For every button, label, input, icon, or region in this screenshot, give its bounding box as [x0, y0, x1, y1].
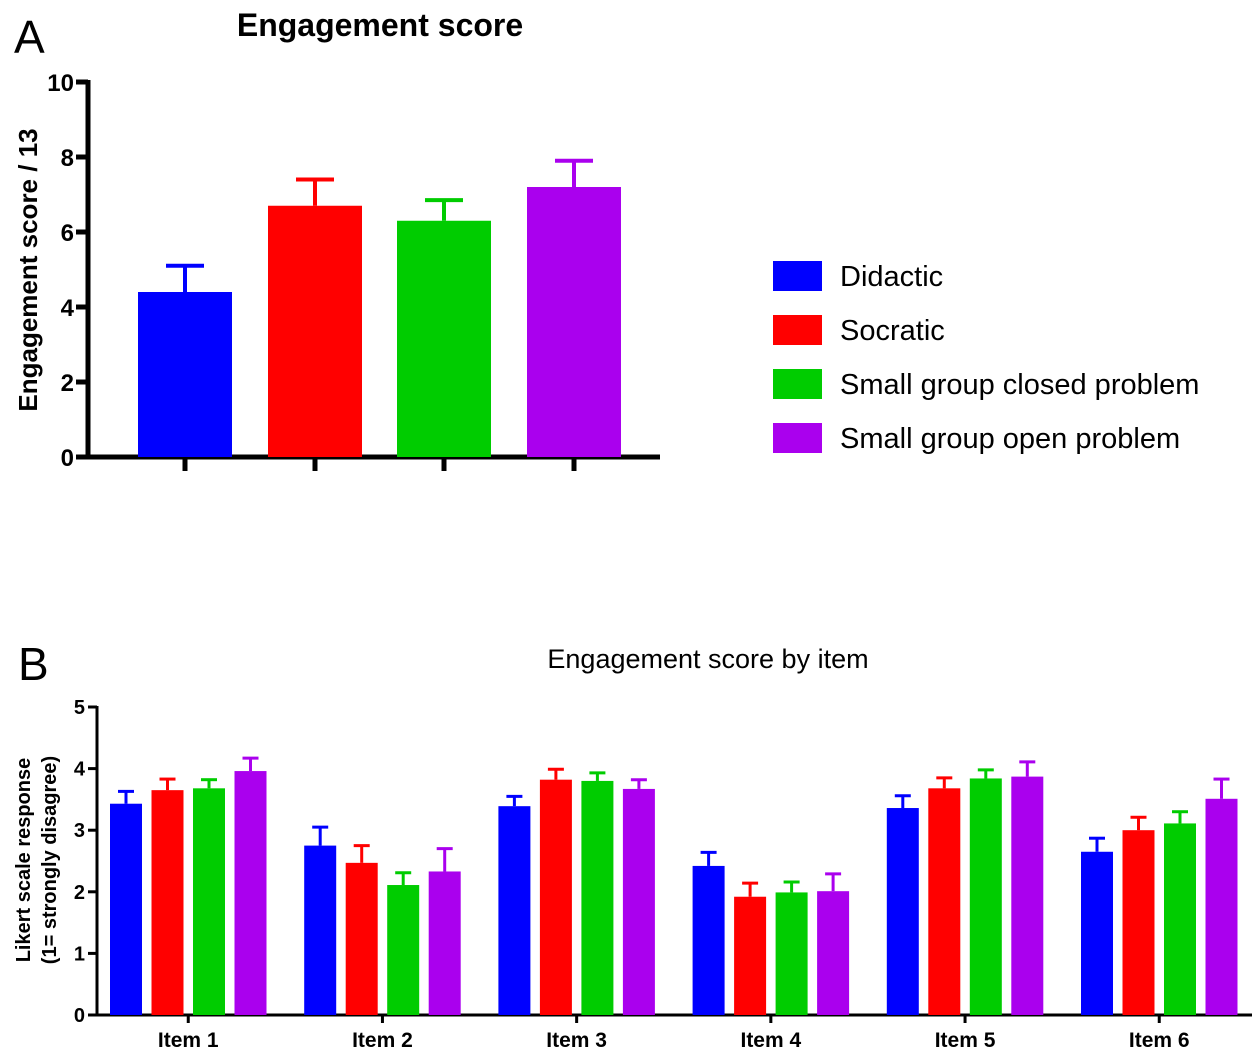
chart-b-bar-group	[234, 756, 267, 1015]
chart-a-bars	[138, 158, 621, 471]
chart-b-bar-group	[886, 794, 919, 1015]
legend-swatch-didactic	[773, 261, 822, 291]
chart-b-bar-group	[498, 794, 531, 1015]
chart-b-y-label-line2: (1= strongly disagree)	[39, 756, 61, 964]
chart-a-y-ticks: 0 2 4 6 8 10	[47, 70, 88, 472]
chart-b-y-tick-label: 0	[74, 1005, 85, 1027]
chart-b-bar-group	[1011, 760, 1044, 1015]
chart-b-y-tick-label: 3	[74, 820, 85, 842]
chart-b-bar-socratic-item-3	[539, 779, 572, 1015]
chart-b-bar-group	[304, 825, 337, 1015]
legend: Didactic Socratic Small group closed pro…	[773, 261, 1199, 455]
legend-swatch-socratic	[773, 315, 822, 345]
chart-b-bar-didactic-item-3	[498, 806, 531, 1015]
chart-b-bar-group	[581, 771, 614, 1015]
legend-swatch-small-group-open	[773, 423, 822, 453]
chart-b-y-ticks: 0 1 2 3 4 5	[74, 697, 97, 1027]
chart-a-bar-group-socratic	[268, 177, 362, 471]
chart-b-x-tick-label: Item 1	[158, 1029, 219, 1051]
chart-a-y-tick-label: 0	[61, 445, 74, 472]
chart-b-bar-group	[1122, 815, 1155, 1015]
chart-b-bar-small-group-open-problem-item-5	[1011, 776, 1044, 1015]
chart-a-title: Engagement score	[237, 7, 523, 43]
chart-a-bar-small-group-closed-problem	[397, 220, 491, 457]
chart-b-bar-small-group-closed-problem-item-5	[969, 778, 1002, 1015]
chart-b-y-tick-label: 4	[74, 759, 86, 781]
chart-b-bar-group	[151, 777, 184, 1015]
chart-b-bar-small-group-closed-problem-item-6	[1164, 823, 1196, 1015]
chart-b-bar-group	[110, 789, 142, 1015]
chart-b-bar-socratic-item-5	[928, 788, 961, 1015]
legend-label-small-group-open: Small group open problem	[840, 423, 1180, 455]
chart-b-bar-group	[622, 778, 655, 1015]
chart-a-y-tick-label: 8	[61, 145, 74, 172]
chart-b-bar-group	[1081, 836, 1113, 1015]
legend-swatch-small-group-closed	[773, 369, 822, 399]
chart-b-bar-group	[734, 881, 767, 1015]
chart-b-y-label-line1: Likert scale response	[13, 758, 35, 963]
chart-b-bar-group	[387, 871, 420, 1015]
chart-b-bar-small-group-open-problem-item-2	[428, 871, 461, 1015]
legend-label-small-group-closed: Small group closed problem	[840, 369, 1199, 401]
chart-b-bar-didactic-item-6	[1081, 851, 1113, 1015]
chart-b-bar-socratic-item-2	[345, 862, 378, 1015]
chart-b-title: Engagement score by item	[547, 644, 868, 674]
panel-b-letter: B	[18, 638, 49, 690]
chart-b-bars	[110, 756, 1238, 1015]
chart-b-bar-socratic-item-6	[1122, 830, 1155, 1015]
chart-b-bar-group	[817, 872, 850, 1015]
chart-b-x-tick-label: Item 3	[546, 1029, 607, 1051]
chart-a-y-tick-label: 6	[61, 220, 74, 247]
chart-b-bar-small-group-open-problem-item-1	[234, 771, 267, 1015]
chart-a-bar-socratic	[268, 205, 362, 457]
chart-b-x-tick-label: Item 4	[740, 1029, 801, 1051]
chart-a-bar-group-small-group-open-problem	[527, 158, 621, 471]
legend-label-didactic: Didactic	[840, 261, 943, 293]
chart-b-bar-didactic-item-5	[886, 808, 919, 1015]
panel-b: B Engagement score by item Likert scale …	[13, 638, 1252, 1051]
chart-a-bar-group-small-group-closed-problem	[397, 198, 491, 471]
chart-b-bar-didactic-item-1	[110, 803, 142, 1015]
chart-b-bar-small-group-open-problem-item-4	[817, 891, 850, 1015]
chart-b-bar-small-group-closed-problem-item-3	[581, 780, 614, 1015]
chart-b-bar-socratic-item-1	[151, 790, 184, 1015]
chart-b-bar-group	[1164, 810, 1196, 1015]
chart-b-bar-small-group-closed-problem-item-2	[387, 885, 420, 1015]
chart-b-bar-small-group-closed-problem-item-1	[193, 788, 225, 1015]
chart-b-bar-group	[1205, 777, 1238, 1015]
chart-b-bar-group	[928, 776, 961, 1015]
chart-b-bar-group	[193, 778, 225, 1015]
chart-b-x-tick-label: Item 6	[1129, 1029, 1190, 1051]
chart-b-x-tick-label: Item 2	[352, 1029, 413, 1051]
panel-a: A Engagement score Engagement score / 13…	[13, 7, 660, 472]
chart-b-bar-small-group-open-problem-item-3	[622, 788, 655, 1015]
chart-b-bar-group	[775, 880, 808, 1015]
chart-b-bar-socratic-item-4	[734, 896, 767, 1015]
chart-a-bar-didactic	[138, 292, 232, 457]
chart-b-bar-didactic-item-4	[692, 865, 725, 1015]
chart-b-y-tick-label: 2	[74, 882, 85, 904]
chart-a-bar-group-didactic	[138, 263, 232, 471]
chart-a-y-label: Engagement score / 13	[13, 128, 43, 411]
legend-label-socratic: Socratic	[840, 315, 945, 347]
chart-b-y-tick-label: 1	[74, 943, 85, 965]
chart-a-y-tick-label: 10	[47, 70, 74, 97]
chart-b-y-tick-label: 5	[74, 697, 85, 719]
chart-a-bar-small-group-open-problem	[527, 187, 621, 457]
chart-b-x-tick-labels: Item 1 Item 2 Item 3 Item 4 Item 5 Item 6	[158, 1015, 1190, 1051]
chart-b-bar-didactic-item-2	[304, 845, 337, 1015]
chart-b-bar-small-group-closed-problem-item-4	[775, 892, 808, 1015]
chart-a-y-tick-label: 4	[61, 295, 75, 322]
chart-b-bar-group	[692, 850, 725, 1015]
chart-b-bar-small-group-open-problem-item-6	[1205, 798, 1238, 1015]
chart-a-y-tick-label: 2	[61, 370, 74, 397]
panel-a-letter: A	[14, 11, 45, 63]
chart-b-axes	[95, 706, 1252, 1017]
chart-b-x-tick-label: Item 5	[935, 1029, 996, 1051]
chart-b-bar-group	[969, 768, 1002, 1015]
chart-b-bar-group	[345, 844, 378, 1015]
chart-b-bar-group	[428, 847, 461, 1015]
chart-b-bar-group	[539, 767, 572, 1015]
